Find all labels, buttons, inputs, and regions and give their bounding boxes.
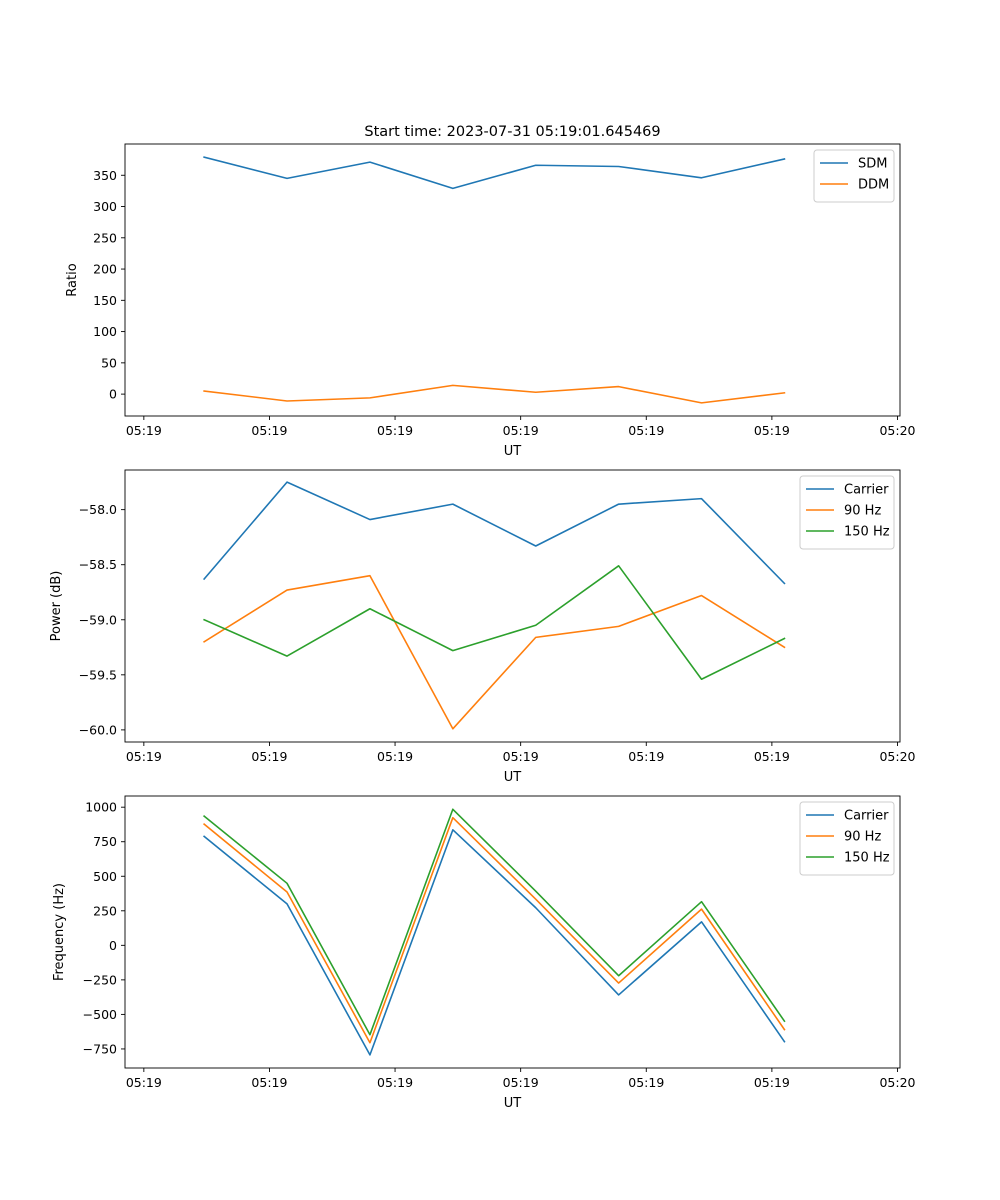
y-tick-label: −58.0 (79, 502, 117, 517)
power-chart: 05:19 05:19 05:19 05:19 05:19 05:19 05:20 −60.0… (49, 469, 916, 785)
y-tick-label: 1000 (85, 800, 117, 815)
y-tick-label: 0 (109, 387, 117, 402)
frequency-series-150-hz-line (203, 808, 786, 1036)
x-tick-label: 05:19 (503, 1075, 539, 1090)
power-series-90-hz-line (203, 574, 786, 730)
x-axis-label: UT (504, 444, 522, 459)
frequency-series-carrier-line (203, 829, 786, 1056)
x-tick-label: 05:19 (503, 749, 539, 764)
x-tick-label: 05:19 (126, 749, 162, 764)
y-tick-label: −250 (83, 972, 117, 987)
power-axes-frame (124, 469, 901, 743)
legend-label: 150 Hz (844, 525, 890, 540)
legend-label: 90 Hz (844, 504, 881, 519)
x-tick-label: 05:19 (754, 749, 790, 764)
x-tick-label: 05:19 (754, 423, 790, 438)
y-tick-label: 300 (93, 199, 117, 214)
y-tick-label: 350 (93, 168, 117, 183)
y-tick-label: 750 (93, 834, 117, 849)
y-tick-label: −60.0 (79, 722, 117, 737)
x-tick-label: 05:19 (628, 423, 664, 438)
x-tick-label: 05:19 (377, 749, 413, 764)
ratio-series-ddm-line (203, 384, 786, 404)
x-tick-label: 05:20 (879, 1075, 915, 1090)
frequency-legend: Carrier 90 Hz 150 Hz (799, 801, 895, 876)
ratio-series-sdm-line (203, 156, 786, 190)
legend-label: Carrier (844, 809, 889, 824)
y-tick-label: −58.5 (79, 557, 117, 572)
legend-label: 150 Hz (844, 851, 890, 866)
x-tick-label: 05:19 (251, 423, 287, 438)
frequency-chart: 05:19 05:19 05:19 05:19 05:19 05:19 05:20 −750 −… (52, 795, 916, 1111)
x-tick-label: 05:20 (879, 749, 915, 764)
x-axis-label: UT (504, 1096, 522, 1111)
legend-label: DDM (858, 178, 889, 193)
ratio-chart: Start time: 2023-07-31 05:19:01.64546905… (65, 124, 916, 459)
y-tick-label: 250 (93, 903, 117, 918)
y-axis-label: Ratio (65, 263, 80, 296)
power-series-150-hz-line (203, 565, 786, 681)
y-tick-label: 200 (93, 262, 117, 277)
power-legend: Carrier 90 Hz 150 Hz (799, 475, 895, 550)
x-tick-label: 05:19 (628, 1075, 664, 1090)
power-series-carrier-line (203, 481, 786, 585)
ratio-legend: SDM DDM (813, 149, 895, 203)
legend-label: Carrier (844, 483, 889, 498)
chart-title: Start time: 2023-07-31 05:19:01.645469 (364, 124, 660, 140)
legend-label: 90 Hz (844, 830, 881, 845)
y-tick-label: 0 (109, 938, 117, 953)
x-tick-label: 05:19 (377, 423, 413, 438)
frequency-axes-frame (124, 795, 901, 1069)
x-tick-label: 05:19 (126, 1075, 162, 1090)
y-tick-label: 500 (93, 869, 117, 884)
x-tick-label: 05:19 (754, 1075, 790, 1090)
x-tick-label: 05:19 (251, 749, 287, 764)
x-tick-label: 05:19 (126, 423, 162, 438)
ratio-axes-frame (124, 143, 901, 417)
y-tick-label: 100 (93, 324, 117, 339)
x-tick-label: 05:19 (377, 1075, 413, 1090)
y-tick-label: −750 (83, 1041, 117, 1056)
y-tick-label: 150 (93, 293, 117, 308)
x-tick-label: 05:20 (879, 423, 915, 438)
y-axis-label: Frequency (Hz) (52, 883, 67, 981)
y-axis-label: Power (dB) (49, 571, 64, 642)
legend-label: SDM (858, 157, 887, 172)
x-tick-label: 05:19 (628, 749, 664, 764)
y-tick-label: −59.5 (79, 667, 117, 682)
y-tick-label: −500 (83, 1007, 117, 1022)
x-tick-label: 05:19 (503, 423, 539, 438)
y-tick-label: 250 (93, 230, 117, 245)
y-tick-label: −59.0 (79, 612, 117, 627)
y-tick-label: 50 (101, 355, 117, 370)
x-axis-label: UT (504, 770, 522, 785)
x-tick-label: 05:19 (251, 1075, 287, 1090)
frequency-series-90-hz-line (203, 816, 786, 1044)
